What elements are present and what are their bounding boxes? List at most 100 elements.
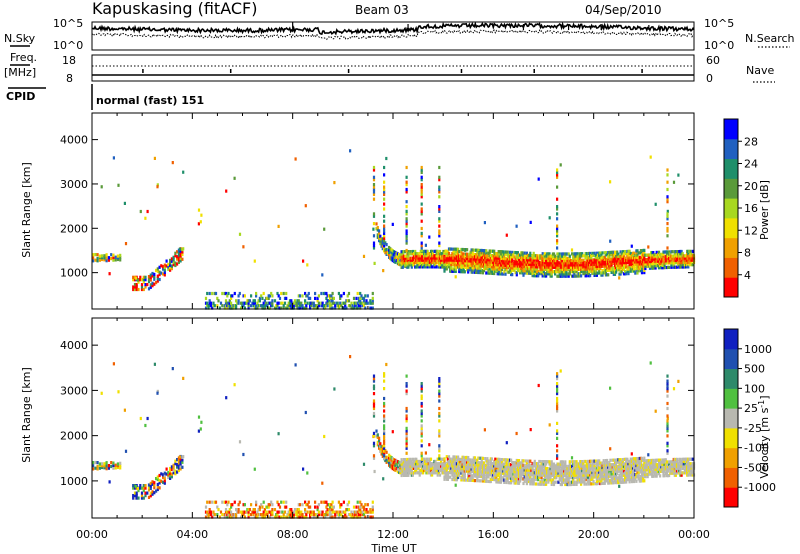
echo-cell bbox=[557, 270, 560, 274]
echo-cell bbox=[545, 480, 548, 484]
echo-cell bbox=[228, 304, 231, 308]
echo-cell bbox=[344, 513, 347, 517]
echo-cell bbox=[691, 254, 694, 258]
echo-cell bbox=[593, 271, 596, 275]
echo-cell bbox=[522, 262, 525, 266]
echo-cell bbox=[379, 239, 382, 243]
echo-cell bbox=[383, 224, 386, 228]
echo-cell bbox=[663, 261, 666, 265]
echo-cell bbox=[261, 306, 264, 310]
echo-cell bbox=[390, 466, 393, 470]
echo-cell bbox=[233, 304, 236, 308]
echo-cell bbox=[434, 459, 437, 464]
echo-cell bbox=[471, 259, 474, 263]
echo-cell bbox=[216, 513, 219, 517]
echo-cell bbox=[598, 260, 601, 264]
echo-cell bbox=[114, 466, 117, 470]
echo-cell bbox=[165, 467, 168, 471]
echo-cell bbox=[637, 262, 640, 266]
echo-cell bbox=[447, 258, 451, 262]
echo-cell bbox=[263, 304, 266, 308]
echo-cell bbox=[393, 465, 396, 469]
echo-cell bbox=[498, 261, 501, 265]
echo-cell bbox=[420, 254, 423, 258]
echo-cell bbox=[530, 269, 533, 273]
echo-cell bbox=[103, 254, 106, 258]
echo-cell bbox=[677, 250, 680, 254]
echo-cell bbox=[260, 513, 263, 517]
echo-cell bbox=[479, 248, 482, 253]
echo-cell bbox=[482, 475, 486, 479]
echo-cell bbox=[116, 465, 119, 469]
echo-cell bbox=[630, 452, 633, 456]
echo-cell bbox=[633, 264, 636, 269]
echo-cell bbox=[591, 477, 594, 481]
echo-cell bbox=[438, 207, 441, 211]
echo-cell bbox=[534, 274, 537, 278]
echo-cell bbox=[116, 464, 119, 468]
echo-cell bbox=[606, 253, 609, 257]
echo-cell bbox=[316, 296, 319, 300]
echo-cell bbox=[533, 473, 536, 477]
echo-cell bbox=[263, 508, 266, 512]
echo-cell bbox=[339, 294, 342, 298]
echo-cell bbox=[396, 254, 399, 258]
echo-cell bbox=[366, 510, 369, 514]
echo-cell bbox=[302, 306, 305, 310]
echo-cell bbox=[320, 304, 323, 308]
echo-cell bbox=[379, 242, 382, 246]
freq-dot bbox=[460, 69, 463, 73]
echo-cell bbox=[636, 264, 639, 268]
echo-cell bbox=[542, 471, 545, 475]
echo-cell bbox=[270, 304, 273, 308]
echo-cell bbox=[96, 464, 99, 469]
echo-cell bbox=[420, 258, 423, 262]
echo-cell bbox=[200, 420, 203, 424]
echo-cell bbox=[390, 255, 393, 259]
echo-cell bbox=[589, 464, 592, 468]
echo-cell bbox=[675, 256, 679, 260]
echo-cell bbox=[280, 515, 283, 519]
echo-cell bbox=[429, 263, 433, 267]
echo-cell bbox=[132, 285, 135, 289]
echo-cell bbox=[482, 251, 486, 255]
echo-cell bbox=[526, 459, 530, 463]
echo-cell bbox=[541, 469, 544, 473]
echo-cell bbox=[486, 253, 489, 257]
echo-cell bbox=[567, 272, 570, 276]
noise-tick-right-bottom: 10^0 bbox=[704, 39, 734, 52]
echo-cell bbox=[412, 254, 416, 258]
echo-cell bbox=[506, 465, 509, 469]
echo-cell bbox=[604, 470, 607, 474]
echo-cell bbox=[262, 304, 265, 308]
echo-cell bbox=[548, 216, 551, 220]
echo-cell bbox=[475, 460, 478, 465]
echo-cell bbox=[556, 259, 559, 263]
echo-cell bbox=[304, 508, 307, 512]
echo-cell bbox=[461, 460, 464, 464]
echo-cell bbox=[585, 466, 588, 470]
echo-cell bbox=[507, 252, 510, 256]
echo-cell bbox=[471, 478, 474, 482]
echo-cell bbox=[545, 482, 548, 486]
echo-cell bbox=[420, 212, 423, 216]
echo-cell bbox=[252, 508, 255, 512]
echo-cell bbox=[378, 444, 381, 448]
echo-cell bbox=[420, 226, 423, 231]
echo-cell bbox=[532, 480, 535, 484]
echo-cell bbox=[440, 457, 443, 461]
echo-cell bbox=[307, 505, 310, 509]
echo-cell bbox=[503, 458, 506, 462]
echo-cell bbox=[116, 257, 119, 262]
echo-cell bbox=[573, 471, 576, 475]
echo-cell bbox=[565, 480, 568, 484]
echo-cell bbox=[589, 251, 592, 256]
echo-cell bbox=[224, 299, 228, 303]
echo-cell bbox=[477, 262, 480, 266]
echo-cell bbox=[482, 266, 486, 270]
echo-cell bbox=[330, 304, 333, 308]
echo-cell bbox=[298, 304, 302, 308]
echo-cell bbox=[585, 258, 588, 262]
echo-cell bbox=[372, 246, 376, 250]
echo-cell bbox=[177, 468, 180, 473]
